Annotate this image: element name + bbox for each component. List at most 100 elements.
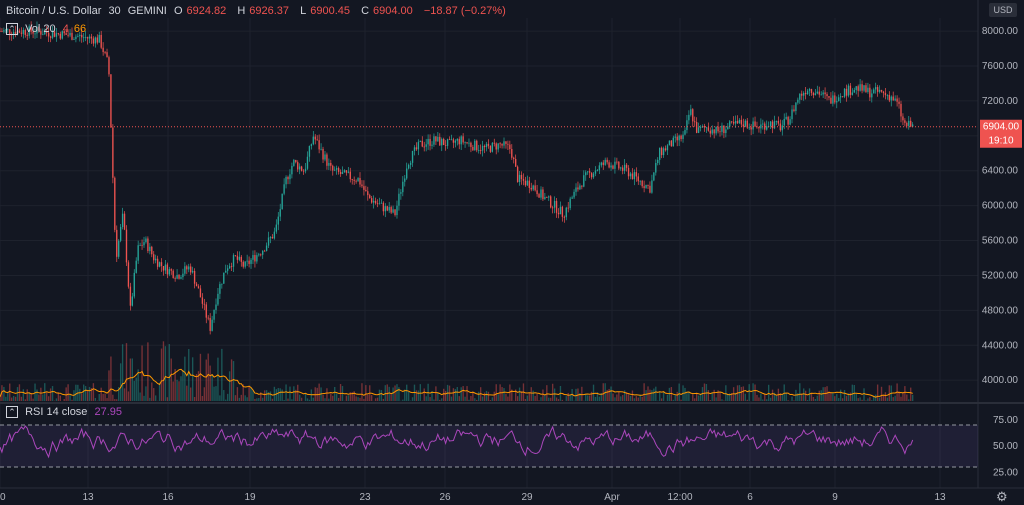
volume-bar (904, 386, 906, 401)
volume-bar (71, 399, 73, 401)
volume-bar (495, 384, 497, 401)
volume-bar (94, 397, 97, 401)
candle-body (378, 203, 381, 205)
close-value: 6904.00 (373, 5, 413, 17)
candle-body (793, 109, 795, 112)
volume-bar (571, 388, 573, 401)
volume-bar (380, 390, 383, 401)
volume-bar (900, 396, 902, 401)
volume-bar (246, 397, 248, 401)
rsi-label[interactable]: RSI 14 close (25, 406, 88, 418)
candle-body (797, 99, 799, 103)
volume-bar (629, 395, 632, 401)
candle-body (799, 93, 801, 100)
volume-bar (176, 379, 178, 401)
exchange-label: GEMINI (127, 5, 167, 17)
volume-bar (867, 398, 869, 401)
candle-body (203, 303, 206, 305)
candle-body (228, 266, 231, 269)
candle-body (622, 167, 624, 171)
volume-bar (622, 395, 624, 401)
candle-body (478, 150, 480, 151)
price-tick-label: 5200.00 (982, 270, 1019, 281)
candle-body (485, 143, 488, 148)
candle-body (277, 216, 279, 225)
volume-bar (207, 353, 209, 401)
candle-body (166, 264, 169, 275)
candle-body (409, 162, 412, 165)
candle-body (804, 92, 807, 95)
candle-body (867, 87, 869, 92)
x-tick-label: 16 (162, 492, 174, 503)
candle-body (32, 31, 34, 34)
candle-body (92, 38, 95, 44)
candle-body (801, 93, 803, 96)
volume-bar (67, 384, 69, 401)
volume-bar (273, 386, 276, 401)
candle-body (201, 297, 204, 304)
candle-body (483, 145, 486, 148)
volume-bar (357, 397, 359, 401)
candle-body (509, 144, 511, 150)
candle-body (460, 136, 462, 145)
price-tick-label: 5600.00 (982, 236, 1019, 247)
candle-body (312, 136, 314, 145)
volume-bar (686, 391, 688, 401)
volume-bar (139, 392, 141, 401)
candle-body (616, 161, 618, 163)
volume-bar (530, 387, 532, 401)
volume-bar (256, 398, 258, 401)
candle-body (322, 148, 324, 160)
candle-body (705, 127, 708, 129)
candle-body (454, 140, 457, 143)
volume-bar (149, 397, 151, 401)
volume-label[interactable]: Vol 20 (25, 23, 56, 35)
candle-body (583, 175, 585, 187)
gear-icon[interactable]: ⚙ (996, 489, 1008, 504)
candle-body (363, 186, 365, 190)
candle-body (598, 165, 601, 171)
candle-body (458, 138, 460, 145)
candle-body (886, 94, 889, 96)
candle-body (894, 98, 896, 101)
volume-bar (873, 395, 875, 401)
currency-badge[interactable]: USD (989, 3, 1017, 17)
candle-body (524, 180, 527, 186)
volume-bar (485, 390, 488, 401)
volume-bar (417, 390, 420, 401)
volume-bar (695, 392, 698, 401)
candle-body (709, 130, 711, 134)
rsi-tick-label: 50.00 (993, 441, 1018, 452)
candle-body (160, 262, 163, 267)
candle-body (503, 141, 505, 146)
candle-body (713, 129, 715, 134)
candle-body (300, 166, 303, 171)
candle-body (608, 162, 610, 168)
volume-bar (458, 396, 460, 401)
chevron-up-icon[interactable]: ⌃ (6, 23, 18, 36)
candle-body (104, 52, 106, 53)
volume-bar (291, 399, 293, 401)
volume-bar (108, 370, 110, 401)
candle-body (569, 198, 571, 209)
symbol-name[interactable]: Bitcoin / U.S. Dollar (6, 5, 102, 17)
volume-bar (238, 397, 241, 401)
candle-body (343, 170, 346, 173)
candle-body (760, 124, 762, 129)
volume-bar (771, 389, 774, 401)
volume-bar (715, 397, 717, 401)
volume-bar (28, 392, 30, 401)
candle-body (896, 98, 898, 102)
candle-body (20, 32, 23, 34)
volume-bar (151, 382, 153, 401)
volume-bar (760, 393, 762, 401)
volume-bar (888, 385, 890, 401)
candle-body (890, 96, 892, 101)
chevron-up-icon[interactable]: ⌃ (6, 406, 18, 419)
volume-bar (46, 392, 48, 401)
candle-body (215, 304, 217, 310)
volume-bar (328, 398, 330, 401)
volume-bar (814, 398, 817, 401)
volume-bar (22, 389, 25, 401)
